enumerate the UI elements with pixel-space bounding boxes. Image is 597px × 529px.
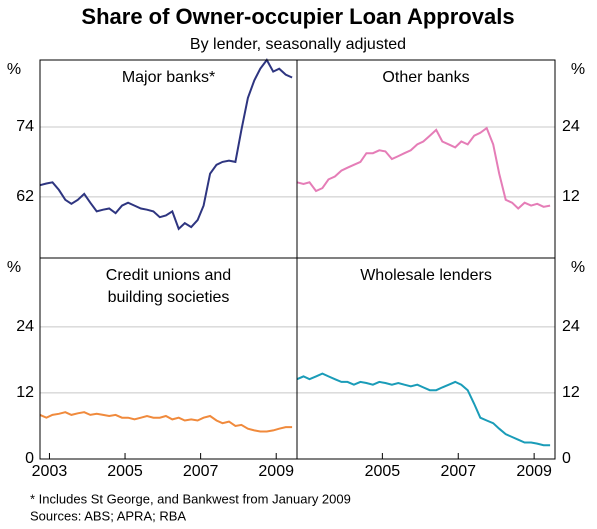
panel-frame (296, 257, 556, 460)
x-tick-label: 2007 (440, 463, 476, 480)
panel-frame (39, 59, 298, 259)
y-tick-label: 24 (562, 118, 580, 135)
panel-title: Wholesale lenders (360, 267, 492, 284)
panel-title: building societies (108, 289, 230, 306)
y-tick-label: 62 (16, 188, 34, 205)
y-tick-label: 12 (562, 384, 580, 401)
y-tick-label: 0 (562, 450, 571, 467)
panel-frame (296, 59, 556, 259)
panel-title: Credit unions and (106, 267, 231, 284)
series-line (39, 58, 293, 231)
panel-frame (39, 257, 298, 460)
x-tick-label: 2003 (32, 463, 68, 480)
sources: Sources: ABS; APRA; RBA (30, 508, 186, 523)
chart-title: Share of Owner-occupier Loan Approvals (81, 4, 514, 29)
x-tick-label: 2005 (365, 463, 401, 480)
series-line (296, 126, 551, 210)
footnote: * Includes St George, and Bankwest from … (30, 491, 351, 506)
x-tick-label: 2007 (183, 463, 219, 480)
y-tick-label: 24 (562, 318, 580, 335)
panel-title: Major banks* (122, 69, 215, 86)
y-tick-label: 74 (16, 118, 34, 135)
y-unit: % (7, 259, 21, 276)
y-tick-label: 24 (16, 318, 34, 335)
series-line (296, 372, 551, 447)
x-tick-label: 2009 (258, 463, 294, 480)
y-tick-label: 12 (16, 384, 34, 401)
panel-title: Other banks (382, 69, 469, 86)
y-tick-label: 0 (25, 450, 34, 467)
y-unit: % (571, 61, 585, 78)
y-tick-label: 12 (562, 188, 580, 205)
x-tick-label: 2009 (516, 463, 552, 480)
chart-subtitle: By lender, seasonally adjusted (190, 36, 406, 53)
y-unit: % (571, 259, 585, 276)
x-tick-label: 2005 (107, 463, 143, 480)
series-line (39, 411, 293, 433)
y-unit: % (7, 61, 21, 78)
